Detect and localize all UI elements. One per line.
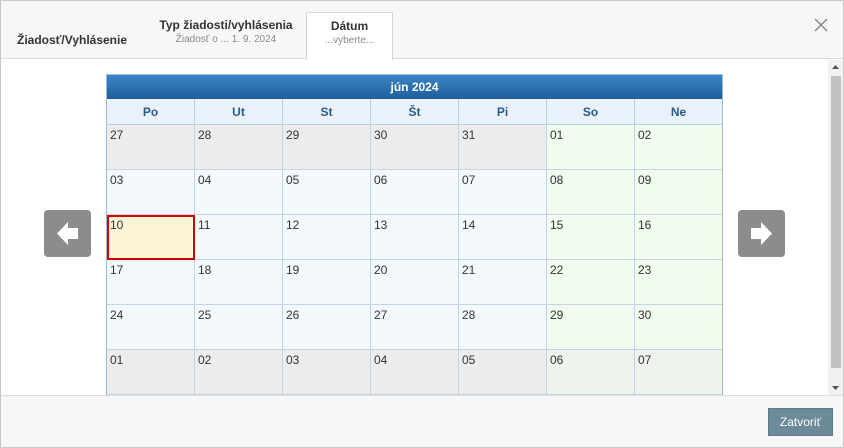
day-cell[interactable]: 13: [371, 215, 459, 260]
tab-date-label: Dátum: [330, 19, 369, 33]
day-cell[interactable]: 28: [195, 125, 283, 170]
arrow-left-icon: [57, 222, 78, 245]
day-cell[interactable]: 05: [283, 170, 371, 215]
day-cell[interactable]: 27: [371, 305, 459, 350]
weekday-label: Ut: [195, 99, 283, 125]
day-cell[interactable]: 06: [547, 350, 635, 395]
calendar-week-row: 24 25 26 27 28 29 30: [107, 305, 722, 350]
day-cell[interactable]: 09: [635, 170, 722, 215]
calendar-week-row: 01 02 03 04 05 06 07: [107, 350, 722, 395]
calendar-month-title: jún 2024: [107, 75, 722, 99]
day-cell[interactable]: 24: [107, 305, 195, 350]
weekday-label: Ne: [635, 99, 722, 125]
next-month-button[interactable]: [738, 210, 785, 257]
day-cell[interactable]: 31: [459, 125, 547, 170]
day-cell[interactable]: 07: [459, 170, 547, 215]
tab-request-type[interactable]: Typ žiadosti/vyhlásenia Žiadosť o ... 1.…: [151, 11, 301, 59]
arrow-right-icon: [751, 222, 772, 245]
weekday-label: Po: [107, 99, 195, 125]
tab-request-type-label: Typ žiadosti/vyhlásenia: [159, 18, 293, 32]
day-cell[interactable]: 30: [635, 305, 722, 350]
weekday-label: St: [283, 99, 371, 125]
tab-date[interactable]: Dátum ...vyberte...: [306, 12, 393, 60]
scroll-up-icon[interactable]: [828, 60, 843, 74]
day-cell-today[interactable]: 10: [107, 215, 195, 260]
day-cell[interactable]: 23: [635, 260, 722, 305]
weekday-label: Pi: [459, 99, 547, 125]
weekday-header-row: Po Ut St Št Pi So Ne: [107, 99, 722, 125]
day-cell[interactable]: 14: [459, 215, 547, 260]
day-cell[interactable]: 07: [635, 350, 722, 395]
day-cell[interactable]: 16: [635, 215, 722, 260]
tab-request-type-value: Žiadosť o ... 1. 9. 2024: [175, 34, 277, 45]
day-cell[interactable]: 21: [459, 260, 547, 305]
day-cell[interactable]: 29: [283, 125, 371, 170]
calendar-week-row: 03 04 05 06 07 08 09: [107, 170, 722, 215]
day-cell[interactable]: 04: [371, 350, 459, 395]
day-cell[interactable]: 03: [283, 350, 371, 395]
dialog-header: Žiadosť/Vyhlásenie Typ žiadosti/vyhlásen…: [1, 1, 843, 60]
day-cell[interactable]: 06: [371, 170, 459, 215]
day-cell[interactable]: 02: [195, 350, 283, 395]
day-cell[interactable]: 28: [459, 305, 547, 350]
close-button[interactable]: Zatvoriť: [768, 408, 833, 436]
day-cell[interactable]: 30: [371, 125, 459, 170]
day-cell[interactable]: 15: [547, 215, 635, 260]
day-cell[interactable]: 12: [283, 215, 371, 260]
day-cell[interactable]: 26: [283, 305, 371, 350]
day-cell[interactable]: 18: [195, 260, 283, 305]
weekday-label: So: [547, 99, 635, 125]
day-cell[interactable]: 05: [459, 350, 547, 395]
day-cell[interactable]: 01: [107, 350, 195, 395]
day-cell[interactable]: 20: [371, 260, 459, 305]
calendar-week-row: 10 11 12 13 14 15 16: [107, 215, 722, 260]
vertical-scrollbar[interactable]: [828, 60, 843, 395]
day-cell[interactable]: 19: [283, 260, 371, 305]
dialog-footer: Zatvoriť: [1, 395, 843, 447]
day-cell[interactable]: 03: [107, 170, 195, 215]
tab-date-value: ...vyberte...: [324, 35, 375, 46]
close-icon[interactable]: [813, 17, 829, 33]
month-calendar: jún 2024 Po Ut St Št Pi So Ne 27 28 29 3…: [106, 74, 723, 396]
day-cell[interactable]: 27: [107, 125, 195, 170]
weekday-label: Št: [371, 99, 459, 125]
day-cell[interactable]: 08: [547, 170, 635, 215]
day-cell[interactable]: 22: [547, 260, 635, 305]
dialog-body: jún 2024 Po Ut St Št Pi So Ne 27 28 29 3…: [1, 60, 843, 396]
day-cell[interactable]: 11: [195, 215, 283, 260]
prev-month-button[interactable]: [44, 210, 91, 257]
calendar-week-row: 27 28 29 30 31 01 02: [107, 125, 722, 170]
day-cell[interactable]: 02: [635, 125, 722, 170]
calendar-week-row: 17 18 19 20 21 22 23: [107, 260, 722, 305]
scroll-down-icon[interactable]: [828, 381, 843, 395]
day-cell[interactable]: 29: [547, 305, 635, 350]
day-cell[interactable]: 01: [547, 125, 635, 170]
day-cell[interactable]: 17: [107, 260, 195, 305]
scrollbar-thumb[interactable]: [831, 76, 841, 368]
day-cell[interactable]: 25: [195, 305, 283, 350]
day-cell[interactable]: 04: [195, 170, 283, 215]
dialog-title: Žiadosť/Vyhlásenie: [17, 33, 128, 47]
